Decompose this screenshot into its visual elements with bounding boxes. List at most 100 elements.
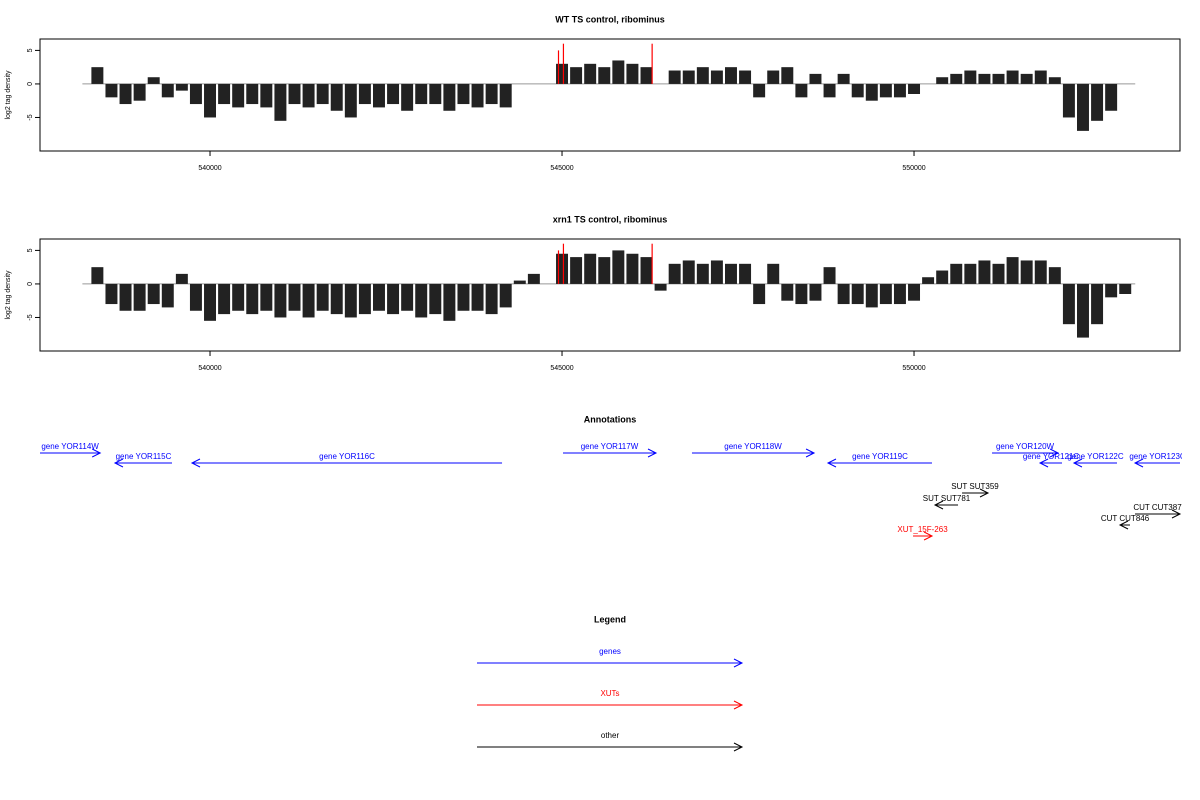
bar: [175, 83, 188, 91]
bar: [232, 283, 245, 311]
feature-arrow-head: [826, 458, 837, 468]
bar: [739, 263, 752, 284]
y-tick-label: 0: [27, 82, 34, 86]
bar: [246, 83, 259, 105]
bar: [682, 70, 695, 84]
chart-title: WT TS control, ribominus: [555, 14, 665, 24]
annotations-title: Annotations: [584, 414, 637, 424]
bar: [1006, 257, 1019, 284]
bar: [218, 283, 231, 315]
bar: [879, 83, 892, 98]
feature-label: gene YOR117W: [581, 442, 639, 451]
bar: [204, 83, 217, 118]
x-tick-label: 545000: [550, 165, 573, 172]
bar: [147, 283, 160, 305]
bar: [358, 83, 371, 105]
bar: [316, 83, 329, 105]
bar: [443, 283, 456, 321]
feature-label: gene YOR123C: [1129, 452, 1186, 461]
bar: [612, 60, 625, 84]
annotation-track: gene YOR114W gene YOR115C gene YOR116C gene…: [40, 442, 1186, 541]
bar: [950, 263, 963, 284]
bar: [429, 283, 442, 315]
bar: [879, 283, 892, 305]
y-tick-label: 5: [27, 248, 34, 252]
bar: [274, 83, 287, 121]
bar: [401, 283, 414, 311]
bar: [1048, 77, 1061, 84]
bar: [1062, 283, 1075, 325]
bar: [626, 63, 639, 84]
bar: [175, 273, 188, 284]
feature-arrow-head: [1133, 458, 1144, 468]
bar: [556, 63, 569, 84]
bar: [584, 63, 597, 84]
feature-arrow-head: [647, 448, 658, 458]
y-tick-label: -5: [27, 314, 34, 320]
bar: [1077, 283, 1089, 338]
bar: [415, 83, 428, 105]
bar: [809, 283, 822, 301]
bar: [471, 83, 484, 108]
bar: [950, 73, 963, 84]
bar: [598, 67, 611, 84]
feature-arrow-head: [1171, 509, 1182, 519]
bar: [358, 283, 371, 315]
bar: [795, 83, 808, 98]
bar: [91, 267, 104, 284]
feature-label: gene YOR118W: [724, 442, 782, 451]
bar: [457, 283, 470, 311]
bar: [922, 277, 935, 284]
bar: [682, 260, 695, 284]
x-tick-label: 540000: [198, 365, 221, 372]
bar: [302, 283, 315, 318]
bar: [1105, 83, 1118, 111]
bar: [640, 257, 653, 284]
bar: [795, 283, 808, 305]
chart-title: xrn1 TS control, ribominus: [553, 214, 668, 224]
bar: [893, 283, 906, 305]
bar: [415, 283, 428, 318]
bar: [1020, 260, 1033, 284]
bar: [781, 283, 794, 301]
bar: [218, 83, 231, 105]
feature-label: gene YOR120W: [996, 442, 1055, 451]
bar: [767, 70, 780, 84]
bar: [851, 83, 864, 98]
feature-arrow-head: [933, 500, 944, 510]
bar: [485, 283, 498, 315]
legend-arrow-head: [733, 700, 744, 710]
bar: [626, 253, 639, 284]
bar: [851, 283, 864, 305]
bar: [753, 283, 766, 305]
bar: [823, 267, 836, 284]
bar: [556, 253, 569, 284]
bar: [992, 263, 1005, 284]
y-axis-label: log2 tag density: [5, 70, 12, 120]
bar: [527, 273, 540, 284]
legend-title: Legend: [594, 614, 626, 624]
legend-label: genes: [599, 647, 621, 656]
y-tick-label: 5: [27, 48, 34, 52]
bar: [133, 283, 146, 311]
bar: [105, 283, 118, 305]
legend-label: XUTs: [600, 689, 619, 698]
y-tick-label: 0: [27, 282, 34, 286]
bar: [598, 257, 611, 284]
bar: [401, 83, 414, 111]
feature-label: gene YOR116C: [319, 452, 375, 461]
feature-arrow-head: [1072, 458, 1083, 468]
bar: [161, 83, 174, 98]
feature-label: gene YOR114W: [41, 442, 99, 451]
plot-frame: [39, 238, 1181, 352]
plot-frame: [39, 38, 1181, 152]
bar: [865, 83, 878, 101]
bar: [443, 83, 456, 111]
bar: [499, 283, 512, 308]
bar: [1105, 283, 1118, 298]
bar: [696, 67, 709, 84]
bar: [1048, 267, 1061, 284]
bar: [302, 83, 315, 108]
feature-label: CUT CUT387: [1133, 503, 1182, 512]
bar: [1091, 83, 1104, 121]
